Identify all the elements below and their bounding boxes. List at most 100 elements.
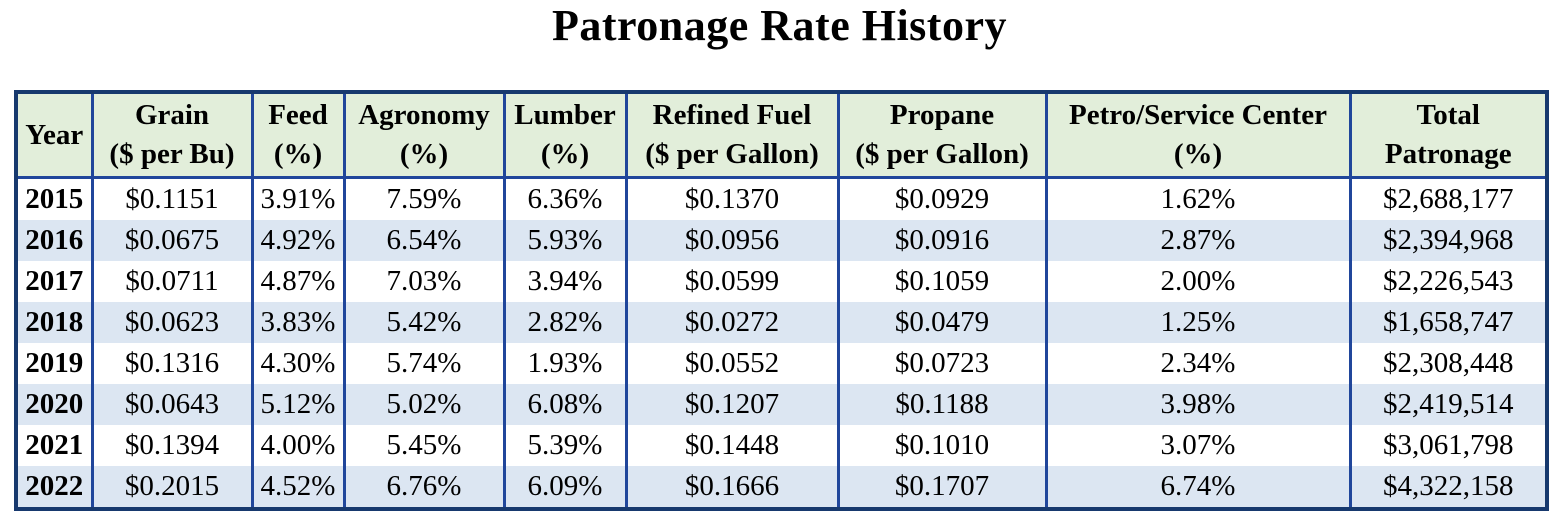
table-cell: $0.0479 xyxy=(836,302,1048,344)
table-row: 2017 $0.0711 4.87% 7.03% 3.94% $0.0599 $0.1059… xyxy=(14,261,1549,303)
column-label: Petro/Service Center xyxy=(1069,99,1327,132)
table-cell: $2,419,514 xyxy=(1348,384,1549,426)
column-label: Propane xyxy=(889,99,995,132)
table-cell: $0.1394 xyxy=(90,425,254,467)
table-cell: 5.39% xyxy=(502,425,628,467)
table-cell: 5.74% xyxy=(342,343,506,385)
column-unit: ($ per Gallon) xyxy=(645,138,819,171)
table-cell: 5.02% xyxy=(342,384,506,426)
table-row: 2015 $0.1151 3.91% 7.59% 6.36% $0.1370 $0.0929… xyxy=(14,177,1549,221)
table-cell: 5.12% xyxy=(250,384,346,426)
table-cell: $0.0929 xyxy=(836,177,1048,221)
table-cell: 2.87% xyxy=(1044,220,1352,262)
table-cell: $4,322,158 xyxy=(1348,466,1549,510)
table-cell: 4.87% xyxy=(250,261,346,303)
table-cell: $0.0552 xyxy=(624,343,840,385)
table-cell: 2.82% xyxy=(502,302,628,344)
table-cell: 5.45% xyxy=(342,425,506,467)
table-row: 2021 $0.1394 4.00% 5.45% 5.39% $0.1448 $0.1010… xyxy=(14,425,1549,467)
table-cell: 6.36% xyxy=(502,177,628,221)
column-label: Year xyxy=(25,118,84,151)
column-unit: (%) xyxy=(273,138,323,171)
column-label: Agronomy xyxy=(358,99,490,132)
table-cell: $0.1188 xyxy=(836,384,1048,426)
table-row: 2022 $0.2015 4.52% 6.76% 6.09% $0.1666 $0.1707… xyxy=(14,466,1549,510)
table-cell: $0.0711 xyxy=(90,261,254,303)
table-cell: $1,658,747 xyxy=(1348,302,1549,344)
table-cell: 3.83% xyxy=(250,302,346,344)
table-cell: $0.0916 xyxy=(836,220,1048,262)
table-cell: $0.1707 xyxy=(836,466,1048,510)
table-cell: $3,061,798 xyxy=(1348,425,1549,467)
column-label: Grain xyxy=(134,99,210,132)
table-cell: 3.07% xyxy=(1044,425,1352,467)
table-cell: 5.93% xyxy=(502,220,628,262)
table-row: 2016 $0.0675 4.92% 6.54% 5.93% $0.0956 $0.0916… xyxy=(14,220,1549,262)
table-cell: 6.08% xyxy=(502,384,628,426)
column-label: Refined Fuel xyxy=(652,99,812,132)
table-cell: $2,308,448 xyxy=(1348,343,1549,385)
column-header: Agronomy (%) xyxy=(342,92,506,180)
column-unit: (%) xyxy=(540,138,590,171)
year-cell: 2018 xyxy=(14,302,94,344)
column-header: Year xyxy=(14,92,94,180)
table-cell: $0.1059 xyxy=(836,261,1048,303)
column-label: Total xyxy=(1416,99,1480,132)
table-cell: 2.00% xyxy=(1044,261,1352,303)
table-cell: 6.74% xyxy=(1044,466,1352,510)
table-cell: $0.0675 xyxy=(90,220,254,262)
column-header: Propane ($ per Gallon) xyxy=(836,92,1048,180)
table-cell: 6.76% xyxy=(342,466,506,510)
column-header: Petro/Service Center (%) xyxy=(1044,92,1352,180)
column-header: Feed (%) xyxy=(250,92,346,180)
table-cell: $2,688,177 xyxy=(1348,177,1549,221)
table-cell: 7.59% xyxy=(342,177,506,221)
column-header: Lumber (%) xyxy=(502,92,628,180)
table-cell: 3.94% xyxy=(502,261,628,303)
table-cell: $0.0623 xyxy=(90,302,254,344)
table-cell: $0.0643 xyxy=(90,384,254,426)
table-cell: 7.03% xyxy=(342,261,506,303)
table-cell: $0.0599 xyxy=(624,261,840,303)
table-cell: 1.62% xyxy=(1044,177,1352,221)
table-cell: 2.34% xyxy=(1044,343,1352,385)
table-row: 2019 $0.1316 4.30% 5.74% 1.93% $0.0552 $0.0723… xyxy=(14,343,1549,385)
column-header: Grain ($ per Bu) xyxy=(90,92,254,180)
column-unit: (%) xyxy=(399,138,449,171)
table-cell: $0.1666 xyxy=(624,466,840,510)
table-cell: 4.52% xyxy=(250,466,346,510)
table-cell: 4.92% xyxy=(250,220,346,262)
table-cell: $2,226,543 xyxy=(1348,261,1549,303)
table-cell: 3.98% xyxy=(1044,384,1352,426)
table-cell: $0.1207 xyxy=(624,384,840,426)
page-title: Patronage Rate History xyxy=(552,1,1007,50)
year-cell: 2021 xyxy=(14,425,94,467)
year-cell: 2022 xyxy=(14,466,94,510)
table-cell: 3.91% xyxy=(250,177,346,221)
table-cell: $0.1151 xyxy=(90,177,254,221)
table-body: 2015 $0.1151 3.91% 7.59% 6.36% $0.1370 $0.0929… xyxy=(14,177,1549,510)
table-cell: $2,394,968 xyxy=(1348,220,1549,262)
year-cell: 2020 xyxy=(14,384,94,426)
table-cell: 6.54% xyxy=(342,220,506,262)
column-label: Lumber xyxy=(514,99,616,132)
table-row: 2018 $0.0623 3.83% 5.42% 2.82% $0.0272 $0.0479… xyxy=(14,302,1549,344)
table-cell: 6.09% xyxy=(502,466,628,510)
table-cell: 1.25% xyxy=(1044,302,1352,344)
column-unit: (%) xyxy=(1173,138,1223,171)
year-cell: 2015 xyxy=(14,177,94,221)
table-cell: $0.1316 xyxy=(90,343,254,385)
table-cell: $0.0723 xyxy=(836,343,1048,385)
table-cell: $0.0956 xyxy=(624,220,840,262)
column-unit: ($ per Bu) xyxy=(109,138,235,171)
table-cell: $0.1370 xyxy=(624,177,840,221)
table-cell: 4.00% xyxy=(250,425,346,467)
year-cell: 2016 xyxy=(14,220,94,262)
table-cell: $0.2015 xyxy=(90,466,254,510)
table-cell: $0.0272 xyxy=(624,302,840,344)
table-cell: 5.42% xyxy=(342,302,506,344)
column-unit: Patronage xyxy=(1384,138,1512,171)
patronage-table: Year Grain ($ per Bu) Feed (%) Agronomy (%) Lum… xyxy=(14,90,1549,512)
table-cell: $0.1448 xyxy=(624,425,840,467)
column-header: Refined Fuel ($ per Gallon) xyxy=(624,92,840,180)
